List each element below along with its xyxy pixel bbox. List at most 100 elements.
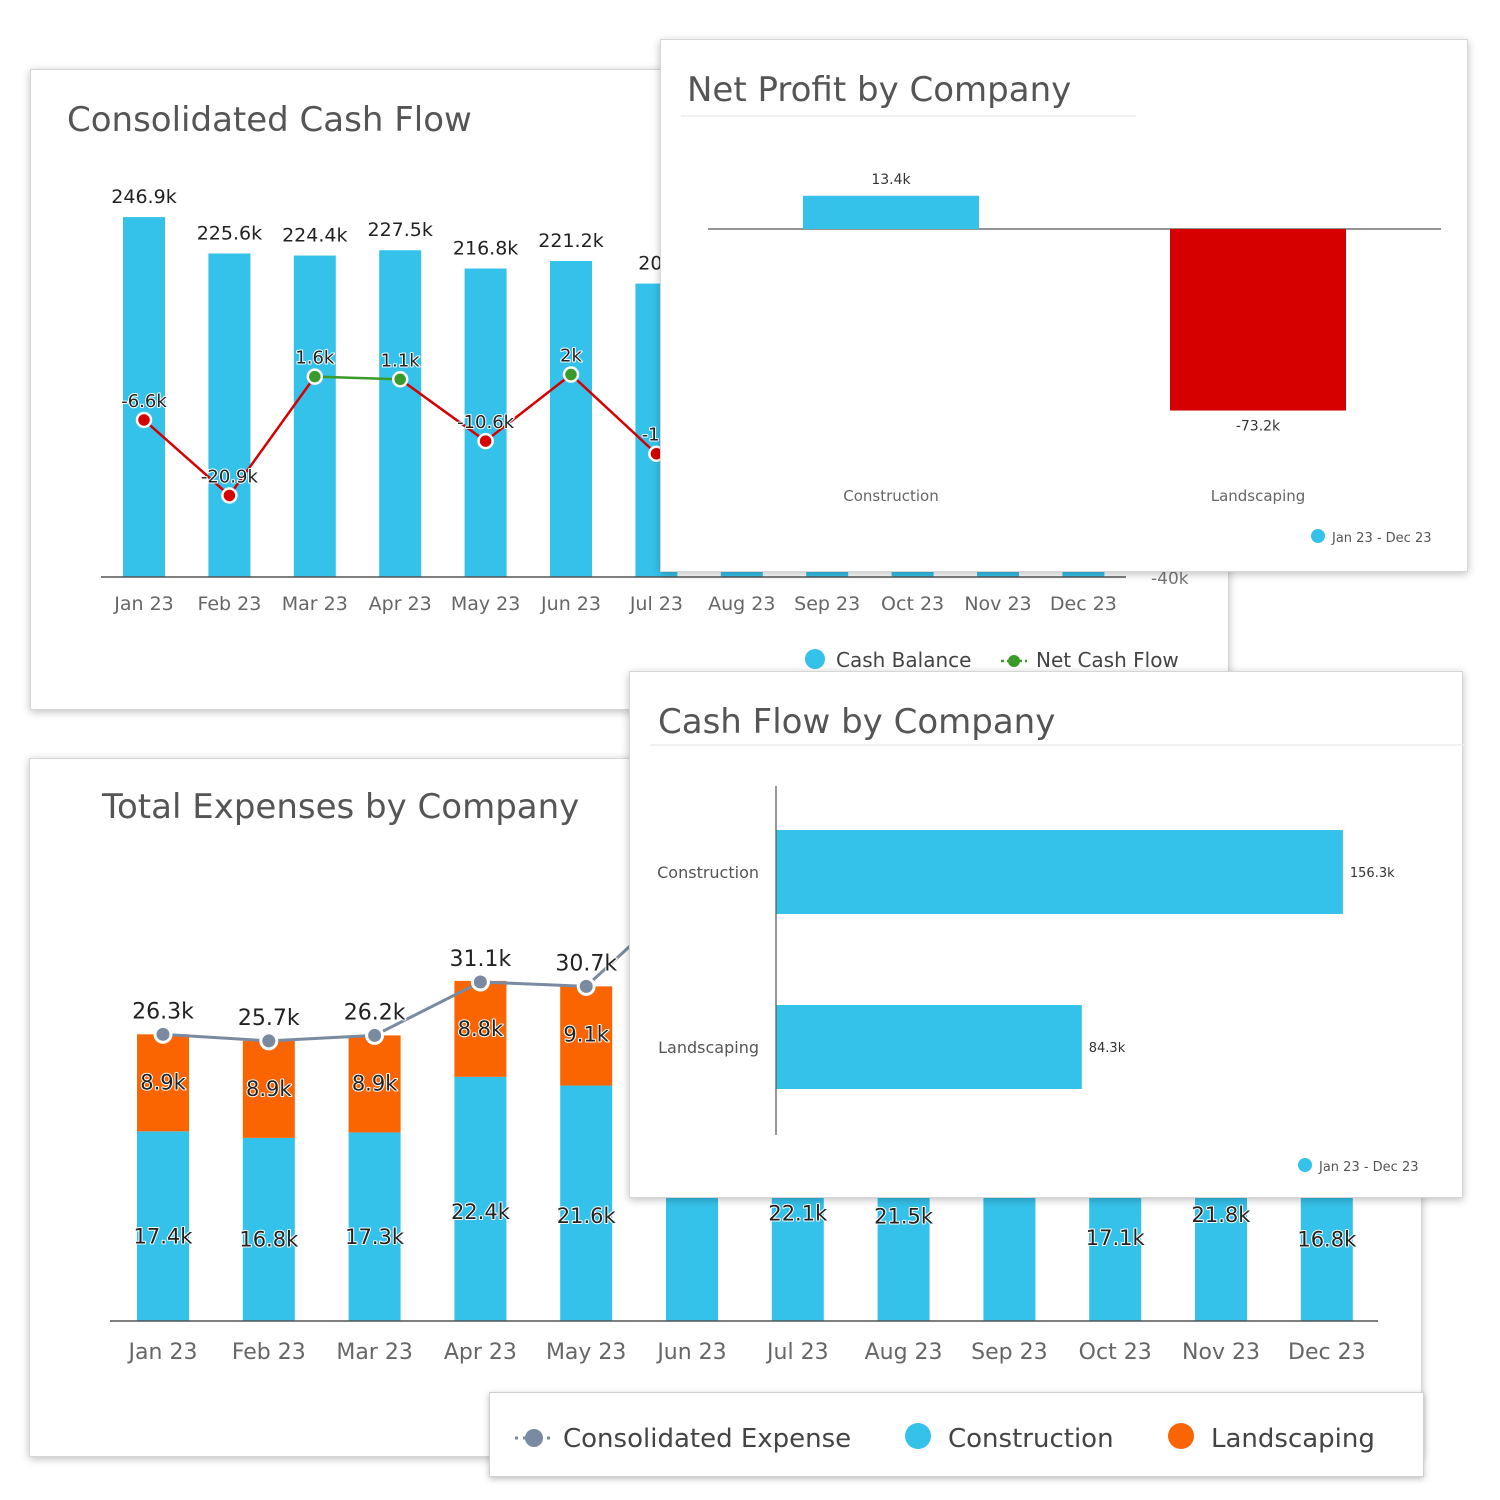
landscaping-value-label: 9.1k	[563, 1022, 609, 1046]
cash-balance-bar	[806, 570, 849, 577]
consolidated-cash-flow-chart: 246.9k Jan 23 225.6k Feb 23 224.4k Mar 23 227.…	[101, 186, 1189, 672]
category-label: Construction	[843, 487, 939, 505]
x-tick-label: Feb 23	[197, 593, 261, 615]
cash-flow-bar	[776, 1005, 1082, 1089]
construction-value-label: 21.5k	[874, 1205, 934, 1229]
construction-value-label: 22.4k	[451, 1200, 511, 1224]
x-tick-label: May 23	[546, 1340, 626, 1365]
construction-bar	[137, 1131, 189, 1321]
net-profit-value-label: 13.4k	[871, 172, 911, 188]
cash-balance-value-label: 246.9k	[111, 186, 176, 208]
cash-flow-by-company-chart: 156.3k Construction 84.3k Landscaping Jan 23…	[650, 744, 1464, 1175]
net-profit-bar	[803, 195, 979, 229]
legend-label: Jan 23 - Dec 23	[1318, 1160, 1419, 1175]
legend-landscaping-label: Landscaping	[1211, 1424, 1375, 1454]
construction-value-label: 16.8k	[239, 1228, 299, 1252]
legend-cash-balance-label: Cash Balance	[836, 648, 971, 672]
net-cash-flow-value-label: -6.6k	[121, 391, 167, 412]
cash-balance-value-label: 227.5k	[367, 219, 432, 241]
cash-balance-bar	[891, 570, 934, 577]
x-tick-label: Dec 23	[1288, 1340, 1366, 1365]
x-tick-label: Nov 23	[1182, 1340, 1260, 1365]
net-profit-title: Net Profit by Company	[687, 70, 1072, 110]
net-cash-flow-point	[477, 432, 494, 450]
legend-construction-swatch	[905, 1423, 931, 1449]
landscaping-bar	[560, 986, 613, 1086]
net-cash-flow-point	[221, 487, 238, 504]
cash-balance-bar	[977, 570, 1019, 577]
x-tick-label: Apr 23	[444, 1340, 517, 1365]
x-tick-label: Oct 23	[881, 593, 944, 615]
cash-flow-by-company-card: 156.3k Construction 84.3k Landscaping Jan 23…	[629, 671, 1464, 1198]
net-cash-flow-point	[391, 371, 409, 388]
construction-bar	[454, 1076, 507, 1321]
cash-flow-value-label: 84.3k	[1089, 1041, 1126, 1056]
legend-construction-label: Construction	[948, 1424, 1114, 1454]
category-label: Landscaping	[658, 1038, 759, 1057]
consolidated-expense-value-label: 30.7k	[555, 951, 617, 976]
landscaping-bar	[348, 1035, 401, 1133]
cash-balance-bar	[550, 261, 592, 577]
legend-consolidated-swatch	[525, 1429, 543, 1447]
category-label: Construction	[657, 863, 759, 882]
consolidated-expense-point	[470, 972, 490, 992]
total-expenses-title: Total Expenses by Company	[102, 787, 580, 827]
landscaping-bar	[242, 1040, 295, 1138]
landscaping-bar	[137, 1034, 189, 1132]
landscaping-value-label: 8.8k	[458, 1017, 504, 1041]
x-tick-label: Jan 23	[113, 593, 174, 615]
net-cash-flow-value-label: 2k	[560, 346, 582, 367]
x-tick-label: Oct 23	[1079, 1340, 1152, 1365]
construction-value-label: 17.1k	[1086, 1226, 1146, 1250]
net-profit-bar	[1170, 229, 1346, 411]
construction-value-label: 17.3k	[345, 1225, 405, 1249]
net-profit-value-label: -73.2k	[1236, 419, 1281, 435]
x-tick-label: Jun 23	[540, 593, 601, 615]
cash-balance-bar	[1062, 570, 1105, 577]
x-tick-label: Mar 23	[282, 593, 348, 615]
cash-balance-value-label: 225.6k	[197, 222, 262, 244]
total-expenses-legend-svg: Consolidated Expense Construction Landscap…	[515, 1423, 1375, 1454]
consolidated-expense-value-label: 25.7k	[238, 1006, 300, 1031]
x-tick-label: Sep 23	[971, 1340, 1047, 1365]
cash-balance-bar	[379, 250, 422, 577]
net-cash-flow-value-label: -10.6k	[457, 412, 515, 433]
total-expenses-chart: 17.4k 8.9k Jan 23 16.8k 8.9k Feb 23 17.3k 8.9k M…	[110, 939, 1378, 1365]
total-expenses-legend: Consolidated Expense Construction Landscap…	[489, 1392, 1424, 1477]
consolidated-expense-value-label: 31.1k	[450, 947, 512, 972]
construction-bar	[560, 1085, 613, 1321]
legend-consolidated-label: Consolidated Expense	[563, 1424, 851, 1454]
cash-balance-value-label: 224.4k	[282, 225, 347, 247]
cash-balance-bar	[208, 253, 251, 577]
net-profit-card: 13.4k Construction -73.2k Landscaping Jan 23…	[660, 39, 1468, 572]
net-cash-flow-value-label: 1.1k	[381, 350, 421, 371]
construction-value-label: 21.8k	[1192, 1203, 1252, 1227]
net-cash-flow-segment	[228, 375, 316, 497]
x-tick-label: Jun 23	[655, 1340, 726, 1365]
legend-cash-balance-swatch	[805, 649, 825, 669]
legend-swatch	[1298, 1158, 1312, 1172]
x-tick-label: Jul 23	[765, 1340, 829, 1365]
x-tick-label: Dec 23	[1050, 593, 1117, 615]
net-cash-flow-point	[135, 411, 153, 429]
consolidated-expense-value-label: 26.3k	[132, 999, 194, 1024]
x-tick-label: Feb 23	[232, 1340, 306, 1365]
cash-balance-value-label: 216.8k	[453, 238, 518, 260]
net-cash-flow-value-label: 1.6k	[295, 348, 335, 369]
legend-swatch	[1311, 529, 1325, 543]
x-tick-label: Apr 23	[369, 593, 432, 615]
x-tick-label: Aug 23	[708, 593, 775, 615]
construction-bar	[242, 1137, 295, 1321]
net-cash-flow-value-label: -20.9k	[201, 466, 259, 487]
x-tick-label: Jul 23	[629, 593, 683, 615]
cash-flow-bar	[776, 830, 1343, 914]
landscaping-bar	[454, 980, 507, 1077]
cash-flow-by-company-title: Cash Flow by Company	[658, 702, 1056, 742]
x-tick-label: Mar 23	[336, 1340, 413, 1365]
construction-value-label: 22.1k	[768, 1202, 828, 1226]
cash-balance-bar	[293, 255, 336, 577]
cash-flow-value-label: 156.3k	[1350, 866, 1395, 881]
net-cash-flow-segment	[570, 373, 658, 455]
landscaping-value-label: 8.9k	[140, 1070, 186, 1094]
cash-balance-value-label: 221.2k	[538, 230, 603, 252]
